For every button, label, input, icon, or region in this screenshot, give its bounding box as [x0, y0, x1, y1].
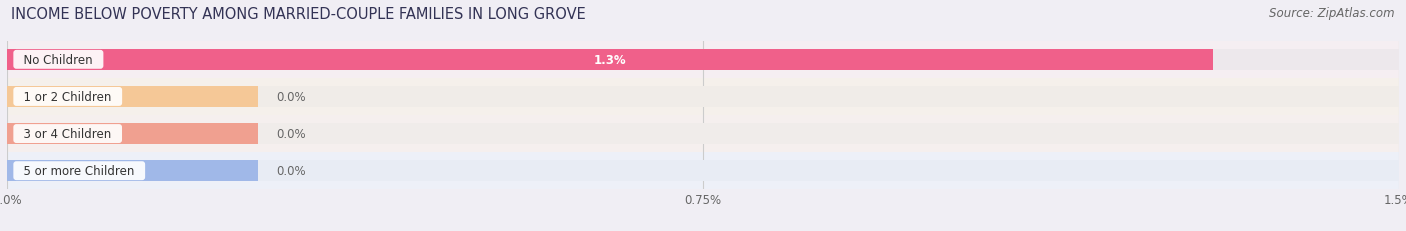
Text: 0.0%: 0.0% [276, 164, 305, 177]
Bar [7, 160, 257, 182]
Bar [7, 42, 1399, 79]
Bar [7, 79, 1399, 116]
Bar [7, 116, 1399, 152]
Text: INCOME BELOW POVERTY AMONG MARRIED-COUPLE FAMILIES IN LONG GROVE: INCOME BELOW POVERTY AMONG MARRIED-COUPL… [11, 7, 586, 22]
Text: No Children: No Children [17, 54, 100, 67]
Bar [7, 86, 1399, 108]
Text: 1 or 2 Children: 1 or 2 Children [17, 91, 120, 103]
Text: Source: ZipAtlas.com: Source: ZipAtlas.com [1270, 7, 1395, 20]
Text: 5 or more Children: 5 or more Children [17, 164, 142, 177]
Text: 0.0%: 0.0% [276, 128, 305, 140]
Bar [7, 49, 1213, 71]
Text: 0.0%: 0.0% [276, 91, 305, 103]
Bar [7, 160, 1399, 182]
Bar [7, 152, 1399, 189]
Bar [7, 49, 1399, 71]
Text: 3 or 4 Children: 3 or 4 Children [17, 128, 120, 140]
Bar [7, 86, 257, 108]
Bar [7, 123, 1399, 145]
Bar [7, 123, 257, 145]
Text: 1.3%: 1.3% [593, 54, 627, 67]
